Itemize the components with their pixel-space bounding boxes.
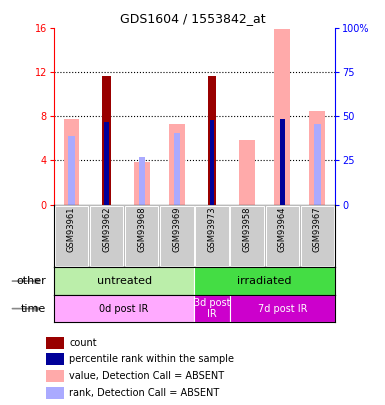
Text: rank, Detection Call = ABSENT: rank, Detection Call = ABSENT xyxy=(69,388,219,398)
Text: value, Detection Call = ABSENT: value, Detection Call = ABSENT xyxy=(69,371,224,381)
Bar xyxy=(90,206,123,266)
Text: irradiated: irradiated xyxy=(238,276,292,286)
Bar xyxy=(310,111,325,205)
Bar xyxy=(104,122,109,205)
Bar xyxy=(169,124,185,205)
Bar xyxy=(54,295,194,322)
Bar xyxy=(46,370,64,382)
Bar xyxy=(55,206,88,266)
Text: 3d post
IR: 3d post IR xyxy=(194,298,230,320)
Text: GDS1604 / 1553842_at: GDS1604 / 1553842_at xyxy=(120,12,265,25)
Text: GSM93973: GSM93973 xyxy=(208,207,216,252)
Bar xyxy=(64,119,79,205)
Bar xyxy=(239,140,255,205)
Text: GSM93969: GSM93969 xyxy=(172,207,181,252)
Bar xyxy=(280,119,285,205)
Bar xyxy=(174,133,180,205)
Text: count: count xyxy=(69,338,97,348)
Bar xyxy=(46,387,64,399)
Text: 7d post IR: 7d post IR xyxy=(258,304,307,313)
Text: GSM93958: GSM93958 xyxy=(243,207,252,252)
Bar xyxy=(46,337,64,349)
Text: other: other xyxy=(17,276,46,286)
Bar xyxy=(209,120,214,205)
Bar xyxy=(125,206,158,266)
Bar xyxy=(194,295,229,322)
Bar xyxy=(139,157,145,205)
Bar xyxy=(314,124,321,205)
Bar xyxy=(231,206,264,266)
Bar xyxy=(46,354,64,365)
Bar xyxy=(68,136,75,205)
Bar xyxy=(102,76,111,205)
Bar xyxy=(229,295,335,322)
Text: 0d post IR: 0d post IR xyxy=(99,304,149,313)
Text: untreated: untreated xyxy=(97,276,152,286)
Bar xyxy=(301,206,334,266)
Text: GSM93968: GSM93968 xyxy=(137,207,146,252)
Text: GSM93961: GSM93961 xyxy=(67,207,76,252)
Text: GSM93962: GSM93962 xyxy=(102,207,111,252)
Bar xyxy=(160,206,194,266)
Bar xyxy=(266,206,299,266)
Bar xyxy=(54,267,194,295)
Bar xyxy=(208,76,216,205)
Text: time: time xyxy=(21,304,46,313)
Text: percentile rank within the sample: percentile rank within the sample xyxy=(69,354,234,364)
Text: GSM93967: GSM93967 xyxy=(313,207,322,252)
Bar xyxy=(194,267,335,295)
Bar xyxy=(134,162,150,205)
Text: GSM93964: GSM93964 xyxy=(278,207,287,252)
Bar xyxy=(195,206,229,266)
Bar xyxy=(275,30,290,205)
